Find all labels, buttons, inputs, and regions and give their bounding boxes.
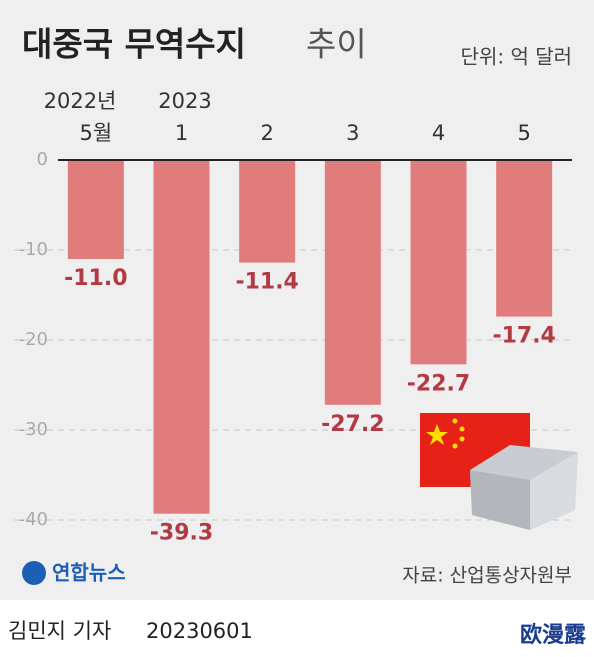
value-label: -17.4	[492, 324, 555, 349]
y-tick-label: -30	[19, 419, 48, 440]
bar	[153, 160, 210, 514]
source: 자료: 산업통상자원부	[402, 565, 572, 587]
value-label: -11.0	[64, 266, 127, 291]
period-label: 2022년	[44, 89, 117, 113]
y-tick-label: -40	[19, 509, 48, 530]
bar	[239, 160, 296, 263]
value-label: -11.4	[235, 270, 298, 295]
value-label: -39.3	[150, 521, 213, 546]
date: 20230601	[146, 619, 253, 643]
chart-title: 대중국 무역수지	[22, 25, 246, 64]
bar	[496, 160, 553, 317]
reporter: 김민지 기자	[8, 619, 111, 643]
chart-title-suffix: 추이	[306, 25, 367, 64]
x-tick-label: 1	[175, 121, 188, 145]
logo: 연합뉴스	[22, 561, 126, 585]
bar	[410, 160, 467, 365]
bar	[67, 160, 124, 259]
watermark: 欧漫露	[520, 622, 587, 648]
x-tick-label: 5월	[79, 121, 112, 145]
logo-text: 연합뉴스	[52, 561, 126, 585]
x-tick-label: 4	[432, 121, 445, 145]
y-tick-label: 0	[37, 149, 48, 170]
x-tick-label: 2	[260, 121, 273, 145]
decoration	[420, 413, 578, 530]
footer-background	[0, 600, 594, 657]
x-tick-label: 3	[346, 121, 359, 145]
y-tick-label: -10	[19, 239, 48, 260]
value-label: -22.7	[407, 371, 470, 396]
y-tick-label: -20	[19, 329, 48, 350]
period-label: 2023	[158, 89, 211, 113]
value-label: -27.2	[321, 412, 384, 437]
bar	[324, 160, 381, 405]
x-tick-label: 5	[517, 121, 530, 145]
unit-label: 단위: 억 달러	[461, 45, 572, 69]
